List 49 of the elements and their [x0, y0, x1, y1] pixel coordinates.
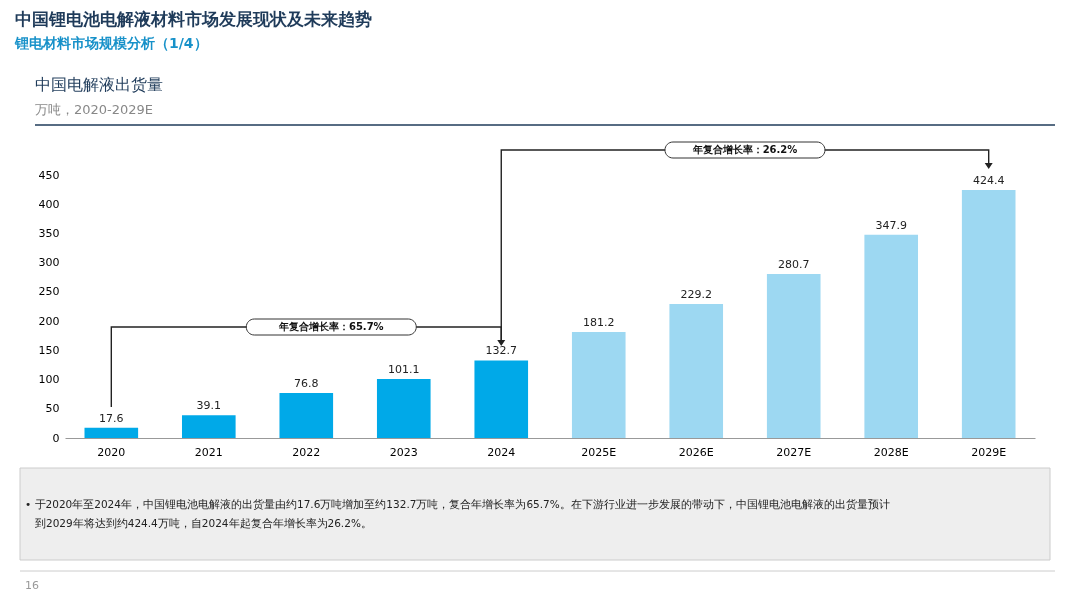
y-tick-label: 50	[45, 402, 60, 416]
data-label: 132.7	[485, 344, 518, 358]
bar	[376, 378, 431, 438]
bar	[181, 415, 236, 438]
x-tick-label: 2024	[487, 445, 516, 459]
text: 年复合增长率：26.2%	[691, 144, 798, 155]
data-label: 17.6	[99, 411, 124, 425]
y-tick-label: 0	[52, 431, 60, 445]
bar	[766, 273, 821, 438]
y-tick-label: 250	[38, 285, 60, 299]
y-tick-label: 150	[38, 343, 60, 357]
x-tick-label: 2020	[97, 445, 126, 459]
bar	[279, 393, 334, 438]
x-tick-label: 2023	[389, 445, 418, 459]
x-tick-label: 2021	[194, 445, 223, 459]
data-label: 181.2	[582, 316, 615, 330]
text: 中国锂电池电解液材料市场发展现状及未来趋势	[15, 9, 372, 29]
x-tick-label: 2027E	[776, 445, 812, 459]
bar	[84, 427, 139, 438]
text: • 于2020年至2024年，中国锂电池电解液的出货量由约17.6万吨增加至约132.7万吨，复合年增长率为65.7%。在下游行业进一步发展的带动下，中国锂电池电解液的出货量预计	[25, 498, 890, 510]
x-tick-label: 2028E	[873, 445, 909, 459]
bar	[571, 332, 626, 438]
y-tick-label: 100	[38, 373, 60, 387]
y-tick-label: 200	[38, 314, 60, 328]
bar	[864, 234, 919, 438]
text: 16	[25, 579, 39, 592]
chart-subtitle: 万吨，2020-2029E	[35, 102, 154, 117]
data-label: 424.4	[972, 173, 1005, 187]
data-label: 76.8	[294, 377, 319, 391]
x-tick-label: 2026E	[678, 445, 714, 459]
data-label: 101.1	[388, 362, 420, 376]
y-tick-label: 400	[38, 197, 60, 211]
bar	[961, 189, 1016, 438]
data-label: 229.2	[680, 288, 712, 302]
x-tick-label: 2022	[292, 445, 321, 459]
x-tick-label: 2029E	[971, 445, 1007, 459]
text: 锂电材料市场规模分析（1/4）	[14, 35, 208, 51]
bar	[669, 304, 724, 438]
text: 到2029年将达到约424.4万吨，自2024年起复合年增长率为26.2%。	[35, 517, 372, 529]
y-tick-label: 350	[38, 226, 60, 240]
bar	[474, 360, 529, 438]
data-label: 280.7	[777, 257, 810, 271]
y-tick-label: 300	[38, 256, 60, 270]
chart-title: 中国电解液出货量	[35, 75, 163, 94]
annotation: 年复合增长率：65.7%	[277, 321, 384, 332]
data-label: 39.1	[196, 399, 222, 413]
x-tick-label: 2025E	[581, 445, 617, 459]
data-label: 347.9	[875, 218, 907, 232]
y-tick-label: 450	[38, 168, 60, 182]
